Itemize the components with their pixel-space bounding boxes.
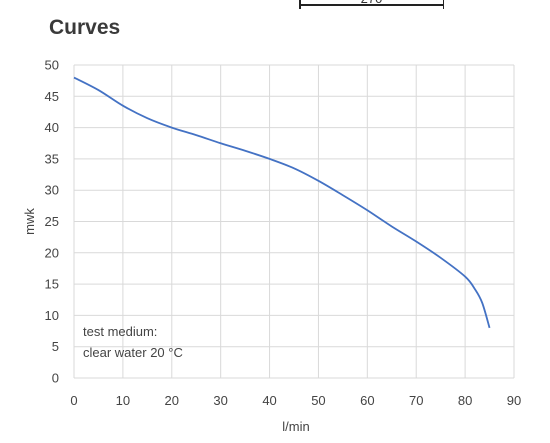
y-tick-label: 30 — [45, 183, 59, 198]
y-tick-label: 5 — [52, 339, 59, 354]
dimension-tick-right — [442, 0, 444, 9]
y-tick-label: 50 — [45, 58, 59, 73]
y-tick-label: 45 — [45, 89, 59, 104]
annotation-text: test medium: — [83, 324, 157, 339]
chart-title: Curves — [49, 16, 121, 39]
x-tick-label: 80 — [458, 393, 472, 408]
x-tick-label: 20 — [165, 393, 179, 408]
series-line — [73, 76, 491, 329]
y-axis-label: mwk — [22, 208, 37, 235]
y-tick-label: 20 — [45, 245, 59, 260]
x-axis-label: l/min — [282, 419, 309, 434]
y-tick-label: 15 — [45, 277, 59, 292]
y-tick-label: 40 — [45, 120, 59, 135]
dimension-tick-left — [299, 0, 301, 9]
annotation-text: clear water 20 °C — [83, 345, 183, 360]
x-tick-label: 60 — [360, 393, 374, 408]
y-tick-label: 10 — [45, 308, 59, 323]
y-tick-label: 0 — [52, 371, 59, 386]
x-tick-label: 40 — [262, 393, 276, 408]
x-tick-label: 0 — [70, 393, 77, 408]
dimension-line — [299, 4, 444, 6]
x-tick-label: 50 — [311, 393, 325, 408]
x-tick-label: 90 — [507, 393, 521, 408]
y-tick-label: 35 — [45, 151, 59, 166]
x-tick-label: 30 — [213, 393, 227, 408]
x-tick-label: 70 — [409, 393, 423, 408]
dimension-marker: 270 — [299, 0, 444, 10]
y-tick-label: 25 — [45, 214, 59, 229]
dimension-label: 270 — [299, 0, 444, 6]
x-tick-label: 10 — [116, 393, 130, 408]
